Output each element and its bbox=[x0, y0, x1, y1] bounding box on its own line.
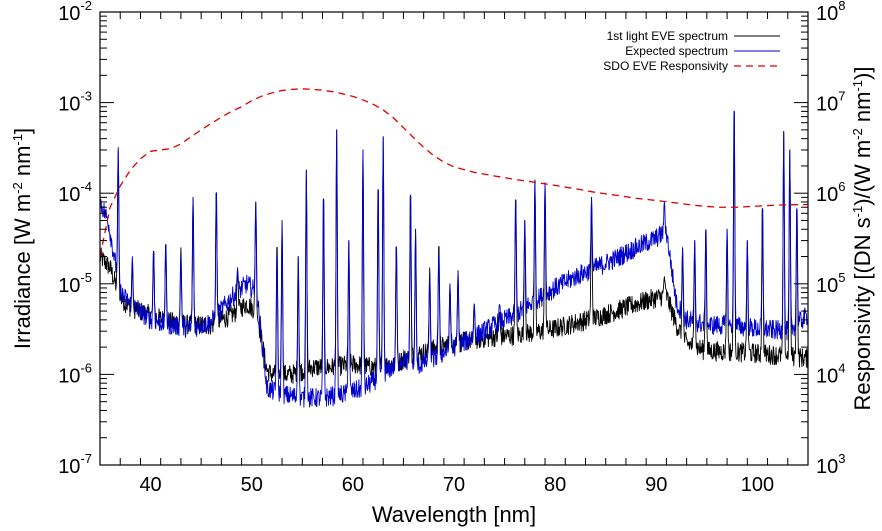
x-tick-label-60: 60 bbox=[342, 474, 364, 496]
y-right-tick-label-4: 104 bbox=[816, 360, 845, 387]
y-left-tick-label--7: 10-7 bbox=[58, 451, 92, 478]
x-tick-label-50: 50 bbox=[241, 474, 263, 496]
x-tick-label-40: 40 bbox=[139, 474, 161, 496]
legend-label-2: Expected spectrum bbox=[625, 44, 728, 58]
y-left-tick-label--6: 10-6 bbox=[58, 360, 92, 387]
plot-frame bbox=[99, 11, 809, 466]
y-axis-right-label: Responsivity [(DN s-1)/(W m-2 nm-1)] bbox=[850, 67, 875, 411]
y-left-tick-label--4: 10-4 bbox=[58, 179, 92, 206]
x-tick-label-90: 90 bbox=[645, 474, 667, 496]
series-line-3 bbox=[100, 88, 808, 257]
x-tick-label-80: 80 bbox=[544, 474, 566, 496]
legend-label-3: SDO EVE Responsivity bbox=[603, 59, 728, 73]
y-right-tick-label-8: 108 bbox=[816, 0, 845, 25]
y-left-tick-label--5: 10-5 bbox=[58, 270, 92, 297]
y-right-tick-label-6: 106 bbox=[816, 179, 845, 206]
y-right-tick-label-3: 103 bbox=[816, 451, 845, 478]
y-axis-left-label: Irradiance [W m-2 nm-1] bbox=[10, 128, 35, 349]
labels-layer: 40 50 60 70 80 90 100 10-7 10-6 10-5 10-4 10-3 10-2 1… bbox=[58, 0, 845, 496]
series-line-2 bbox=[100, 110, 808, 408]
y-left-tick-label--2: 10-2 bbox=[58, 0, 92, 25]
legend-label-1: 1st light EVE spectrum bbox=[607, 29, 728, 43]
x-axis-label: Wavelength [nm] bbox=[372, 502, 536, 527]
y-left-tick-label--3: 10-3 bbox=[58, 89, 92, 116]
ticks-layer bbox=[99, 11, 809, 466]
y-right-tick-label-7: 107 bbox=[816, 89, 845, 116]
x-tick-label-100: 100 bbox=[741, 474, 774, 496]
x-tick-label-70: 70 bbox=[443, 474, 465, 496]
y-right-tick-label-5: 105 bbox=[816, 270, 845, 297]
series-layer bbox=[100, 88, 808, 408]
